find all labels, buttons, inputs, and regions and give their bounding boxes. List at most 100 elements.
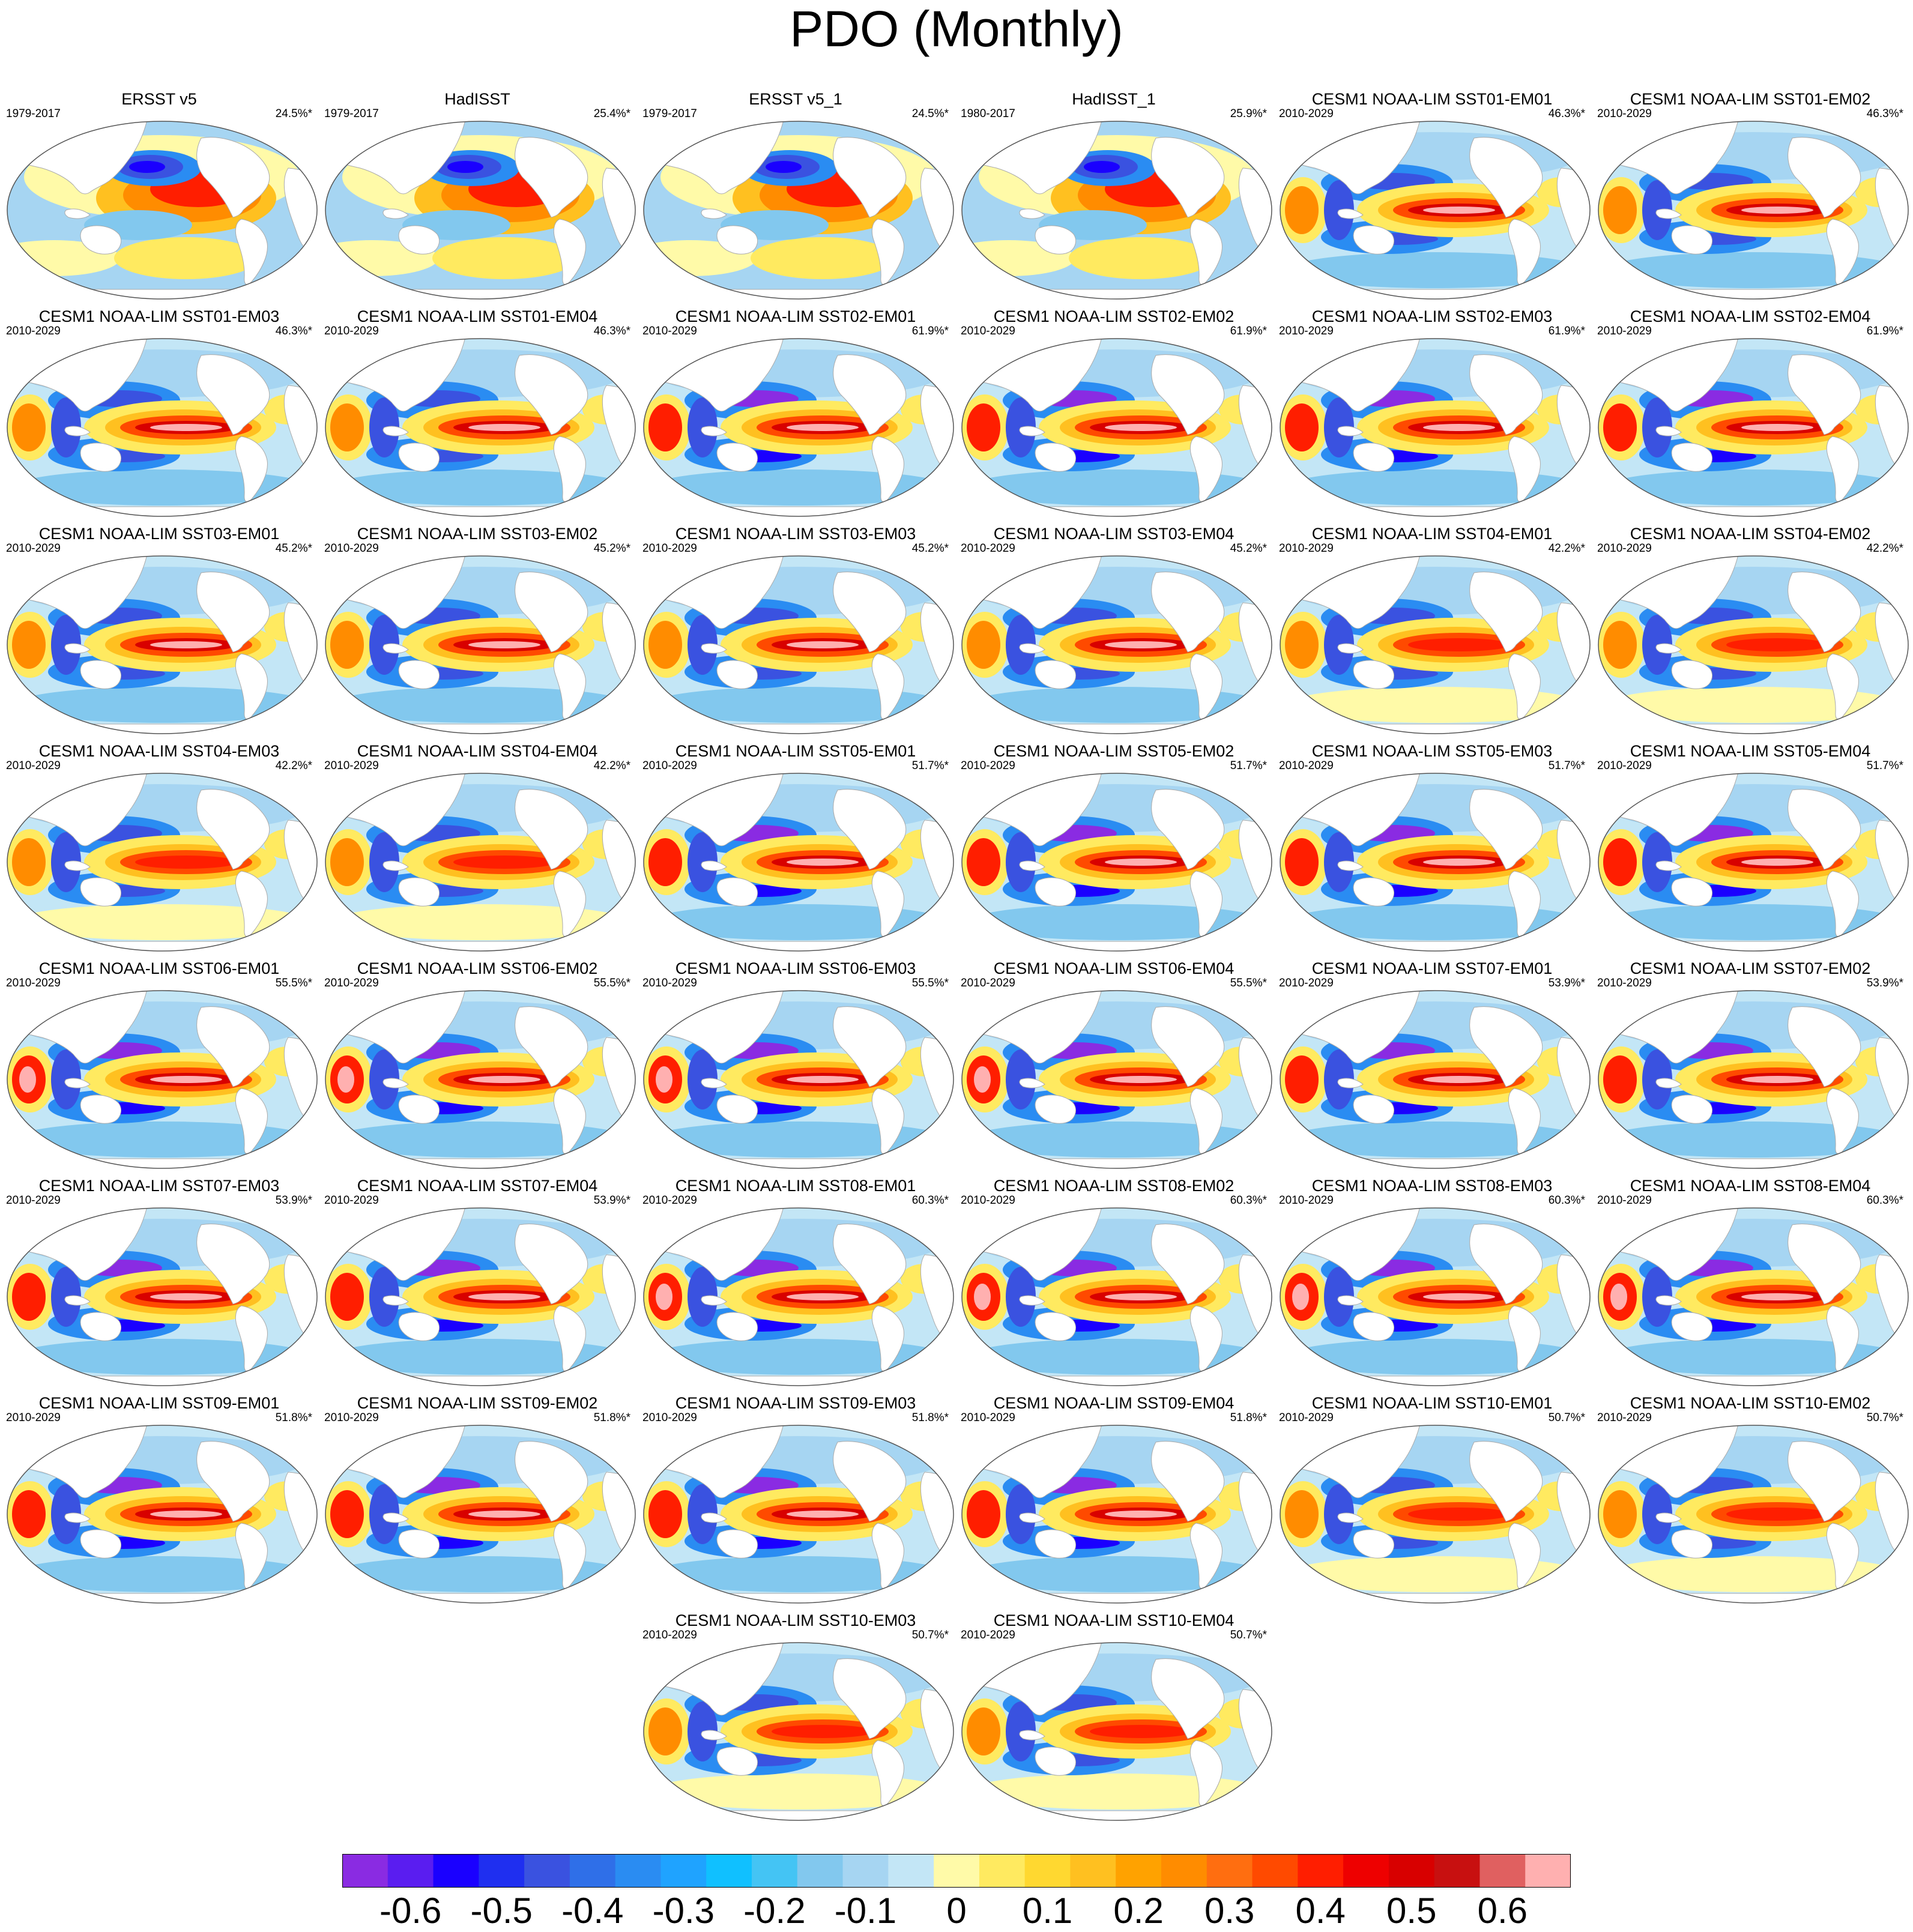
indian-warm [1603,403,1637,451]
colorbar-tick-label: -0.5 [470,1891,533,1931]
land-north-america [1469,137,1543,218]
panel-title: CESM1 NOAA-LIM SST08-EM02 [993,1177,1235,1195]
indian-warm [648,1707,682,1755]
southern-band [1285,1339,1585,1375]
land-north-america [1788,137,1861,218]
colorbar-swatch [797,1854,844,1888]
indian-warm [967,1490,1000,1538]
colorbar [342,1854,1571,1888]
enso-red [135,856,237,869]
regression-map [7,1425,318,1604]
panel-period: 2010-2029 [1279,542,1334,555]
panel-period: 2010-2029 [324,1411,379,1424]
regression-map [325,773,636,952]
map-panel: CESM1 NOAA-LIM SST10-EM04 2010-2029 50.7%* [955,1611,1273,1822]
panel-period: 2010-2029 [961,977,1015,989]
regression-map [643,773,954,952]
land-north-america [1788,572,1861,653]
panel-title: CESM1 NOAA-LIM SST08-EM04 [1630,1177,1871,1195]
land-australia [398,442,440,472]
south-pacific-warm [432,237,576,279]
land-north-america [1788,354,1861,435]
land-maritime-continent [382,860,409,871]
map-frame [1280,338,1591,517]
land-north-america [833,137,907,218]
colorbar-swatch [842,1854,889,1888]
colorbar-frame [342,1854,1571,1888]
colorbar-swatch [1116,1854,1162,1888]
land-maritime-continent [382,208,409,219]
enso-peak [150,1511,222,1518]
map-frame [1280,121,1591,300]
land-north-america [515,1006,588,1087]
panel-title: CESM1 NOAA-LIM SST09-EM03 [675,1394,916,1412]
panel-title: CESM1 NOAA-LIM SST07-EM04 [357,1177,598,1195]
land-north-america [1151,137,1225,218]
panel-title: CESM1 NOAA-LIM SST05-EM03 [1311,742,1553,760]
colorbar-tick-label: 0.1 [1022,1891,1073,1931]
land-australia [1035,660,1076,689]
panel-variance-explained: 25.9%* [1230,107,1267,120]
regression-map [1598,1425,1909,1604]
map-frame [643,338,954,517]
enso-peak [468,641,540,648]
southern-band [12,469,312,506]
colorbar-swatch [934,1854,980,1888]
enso-peak [468,1293,540,1300]
land-maritime-continent [64,643,91,654]
enso-red [1408,638,1510,651]
southern-band [967,1556,1267,1592]
southern-band [967,1339,1267,1375]
colorbar-tick-label: 0.3 [1204,1891,1255,1931]
map-frame [325,990,636,1169]
colorbar-tick-label: 0.4 [1295,1891,1346,1931]
panel-variance-explained: 61.9%* [911,325,949,337]
land-maritime-continent [382,1512,409,1523]
southern-band [648,904,949,940]
land-australia [716,442,758,472]
southern-band [648,469,949,506]
panel-variance-explained: 60.3%* [1548,1194,1585,1207]
southern-band [967,687,1267,723]
panel-variance-explained: 53.9%* [593,1194,630,1207]
land-australia [716,1746,758,1776]
map-panel: CESM1 NOAA-LIM SST09-EM03 2010-2029 51.8%* [636,1394,955,1604]
map-frame [7,990,318,1169]
colorbar-swatch [342,1854,388,1888]
enso-peak [787,424,859,431]
map-panel: CESM1 NOAA-LIM SST08-EM04 2010-2029 60.3%* [1591,1177,1909,1387]
land-north-america [1469,354,1543,435]
panel-title: CESM1 NOAA-LIM SST03-EM01 [38,525,280,543]
enso-red [1726,1508,1828,1521]
map-frame [1598,1207,1909,1386]
land-australia [716,225,758,255]
indian-warm [1603,1490,1637,1538]
enso-peak [1105,859,1177,866]
land-australia [1353,660,1394,689]
land-maritime-continent [1019,1730,1045,1740]
land-maritime-continent [701,208,727,219]
land-australia [80,660,121,689]
land-australia [80,1529,121,1559]
southern-band [12,1339,312,1375]
southern-band [1603,904,1903,940]
regression-map [961,1207,1272,1386]
panel-title: HadISST [444,90,510,108]
panel-variance-explained: 51.7%* [1548,759,1585,772]
panel-variance-explained: 24.5%* [911,107,949,120]
panel-title: CESM1 NOAA-LIM SST01-EM03 [38,307,280,325]
map-frame [7,338,318,517]
land-australia [716,660,758,689]
map-panel: CESM1 NOAA-LIM SST02-EM02 2010-2029 61.9%* [955,307,1273,518]
land-north-america [515,137,588,218]
enso-peak [1423,207,1495,214]
panel-variance-explained: 45.2%* [911,542,949,555]
land-australia [716,1094,758,1124]
land-australia [1671,225,1712,255]
land-north-america [515,572,588,653]
map-frame [643,1425,954,1604]
panel-variance-explained: 45.2%* [1230,542,1267,555]
southern-band [330,469,630,506]
land-maritime-continent [382,426,409,436]
colorbar-swatch [1525,1854,1571,1888]
